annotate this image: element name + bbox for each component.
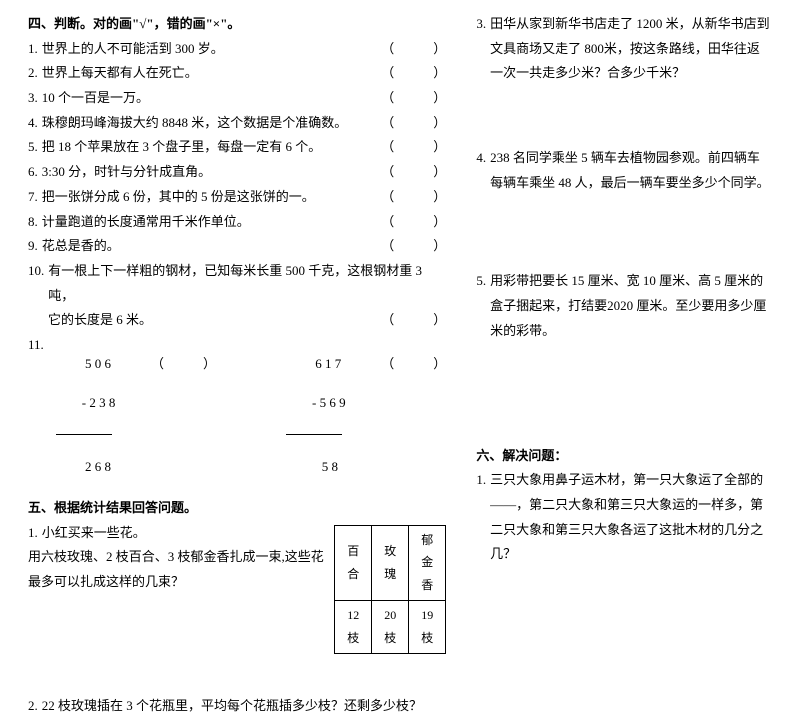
r-q5: 5. 用彩带把要长 15 厘米、宽 10 厘米、高 5 厘米的盒子捆起来，打结要… [476, 269, 772, 343]
q10-bracket: （ ） [381, 308, 446, 333]
q10-line2: 它的长度是 6 米。 （ ） [28, 308, 446, 333]
judge-item-num: 7. [28, 185, 38, 210]
r-q3-num: 3. [476, 12, 486, 86]
r-q4: 4. 238 名同学乘坐 5 辆车去植物园参观。前四辆车每辆车乘坐 48 人，最… [476, 146, 772, 195]
section-6-title: 六、解决问题： [476, 444, 772, 469]
judge-item: 8.计量跑道的长度通常用千米作单位。 （ ） [28, 210, 446, 235]
judge-item-text: 10 个一百是一万。 [42, 86, 374, 111]
judge-item-num: 8. [28, 210, 38, 235]
judge-item-bracket: （ ） [381, 37, 446, 62]
judge-item-num: 1. [28, 37, 38, 62]
flower-table: 百合 玫瑰 郁金香 12 枝 20 枝 19 枝 [334, 525, 446, 654]
r-q6-1-num: 1. [476, 468, 486, 567]
q5-2: 2. 22 枝玫瑰插在 3 个花瓶里，平均每个花瓶插多少枝？还剩多少枝？ [28, 694, 446, 718]
q11-line: 11. 5 0 6 （ ） - 2 3 8 2 6 8 6 1 7 （ ） - 5 … [28, 333, 446, 496]
judge-item-num: 4. [28, 111, 38, 136]
calc-l-l2: - 2 3 8 [82, 395, 116, 410]
th-3: 郁金香 [409, 525, 446, 600]
judge-item-text: 把 18 个苹果放在 3 个盘子里，每盘一定有 6 个。 [42, 135, 374, 160]
calc-r-l1: 6 1 7 [312, 356, 341, 371]
judge-item-text: 把一张饼分成 6 份，其中的 5 份是这张饼的一。 [42, 185, 374, 210]
judge-item: 7.把一张饼分成 6 份，其中的 5 份是这张饼的一。 （ ） [28, 185, 446, 210]
r-q3: 3. 田华从家到新华书店走了 1200 米，从新华书店到文具商场又走了 800米… [476, 12, 772, 86]
q5-2-num: 2. [28, 694, 38, 718]
judge-item-bracket: （ ） [381, 160, 446, 185]
q10-line1: 10. 有一根上下一样粗的钢材，已知每米长重 500 千克，这根钢材重 3 吨， [28, 259, 446, 308]
judge-item-bracket: （ ） [381, 61, 446, 86]
judge-item-bracket: （ ） [381, 210, 446, 235]
judge-item: 4.珠穆朗玛峰海拔大约 8848 米，这个数据是个准确数。 （ ） [28, 111, 446, 136]
calc-r-rule [286, 434, 342, 435]
td-3: 19 枝 [409, 601, 446, 654]
judge-item-num: 3. [28, 86, 38, 111]
calc-right: 6 1 7 （ ） - 5 6 9 5 8 [286, 335, 446, 496]
r-q6-1-text: 三只大象用鼻子运木材，第一只大象运了全部的——，第二只大象和第三只大象运的一样多… [490, 468, 772, 567]
th-1: 百合 [335, 525, 372, 600]
calc-l-l3: 2 6 8 [82, 459, 111, 474]
judge-item-num: 9. [28, 234, 38, 259]
calc-left: 5 0 6 （ ） - 2 3 8 2 6 8 [56, 335, 216, 496]
section-4-title: 四、判断。对的画"√"，错的画"×"。 [28, 12, 446, 37]
judge-item-text: 珠穆朗玛峰海拔大约 8848 米，这个数据是个准确数。 [42, 111, 374, 136]
q5-1-num: 1. [28, 521, 38, 546]
judge-item-text: 计量跑道的长度通常用千米作单位。 [42, 210, 374, 235]
q10-cont: 它的长度是 6 米。 [28, 308, 373, 333]
calc-l-rule [56, 434, 112, 435]
r-q6-1: 1. 三只大象用鼻子运木材，第一只大象运了全部的——，第二只大象和第三只大象运的… [476, 468, 772, 567]
judge-item: 5.把 18 个苹果放在 3 个盘子里，每盘一定有 6 个。 （ ） [28, 135, 446, 160]
q11-num: 11. [28, 333, 44, 358]
q10-text: 有一根上下一样粗的钢材，已知每米长重 500 千克，这根钢材重 3 吨， [48, 259, 446, 308]
judge-item-text: 花总是香的。 [42, 234, 374, 259]
judge-item: 6.3:30 分，时针与分针成直角。 （ ） [28, 160, 446, 185]
q5-1-text: 小红买来一些花。 [42, 521, 325, 546]
q10-num: 10. [28, 259, 44, 284]
r-q5-num: 5. [476, 269, 486, 343]
r-q3-text: 田华从家到新华书店走了 1200 米，从新华书店到文具商场又走了 800米，按这… [490, 12, 772, 86]
r-q4-num: 4. [476, 146, 486, 195]
judge-item: 3.10 个一百是一万。 （ ） [28, 86, 446, 111]
th-2: 玫瑰 [372, 525, 409, 600]
section-5-title: 五、根据统计结果回答问题。 [28, 496, 446, 521]
calc-r-l2: - 5 6 9 [312, 395, 346, 410]
judge-item: 9.花总是香的。 （ ） [28, 234, 446, 259]
calc-l-br: （ ） [151, 356, 216, 371]
judge-item-num: 5. [28, 135, 38, 160]
judge-item-bracket: （ ） [381, 185, 446, 210]
q5-1: 1. 小红买来一些花。 [28, 521, 324, 546]
judge-item-num: 6. [28, 160, 38, 185]
calc-l-l1: 5 0 6 [82, 356, 111, 371]
judge-item: 2.世界上每天都有人在死亡。 （ ） [28, 61, 446, 86]
judge-item-text: 3:30 分，时针与分针成直角。 [42, 160, 374, 185]
judge-item: 1.世界上的人不可能活到 300 岁。 （ ） [28, 37, 446, 62]
judge-item-text: 世界上每天都有人在死亡。 [42, 61, 374, 86]
td-2: 20 枝 [372, 601, 409, 654]
r-q5-text: 用彩带把要长 15 厘米、宽 10 厘米、高 5 厘米的盒子捆起来，打结要202… [490, 269, 772, 343]
calc-r-l3: 5 8 [312, 459, 338, 474]
judge-item-bracket: （ ） [381, 135, 446, 160]
td-1: 12 枝 [335, 601, 372, 654]
judge-item-text: 世界上的人不可能活到 300 岁。 [42, 37, 374, 62]
q5-2-text: 22 枝玫瑰插在 3 个花瓶里，平均每个花瓶插多少枝？还剩多少枝？ [42, 694, 447, 718]
q5-1-body: 用六枝玫瑰、2 枝百合、3 枝郁金香扎成一束,这些花最多可以扎成这样的几束？ [28, 545, 324, 594]
r-q4-text: 238 名同学乘坐 5 辆车去植物园参观。前四辆车每辆车乘坐 48 人，最后一辆… [490, 146, 772, 195]
judge-item-bracket: （ ） [381, 86, 446, 111]
judge-item-bracket: （ ） [381, 234, 446, 259]
judge-item-bracket: （ ） [381, 111, 446, 136]
calc-r-br: （ ） [381, 356, 446, 371]
judge-item-num: 2. [28, 61, 38, 86]
